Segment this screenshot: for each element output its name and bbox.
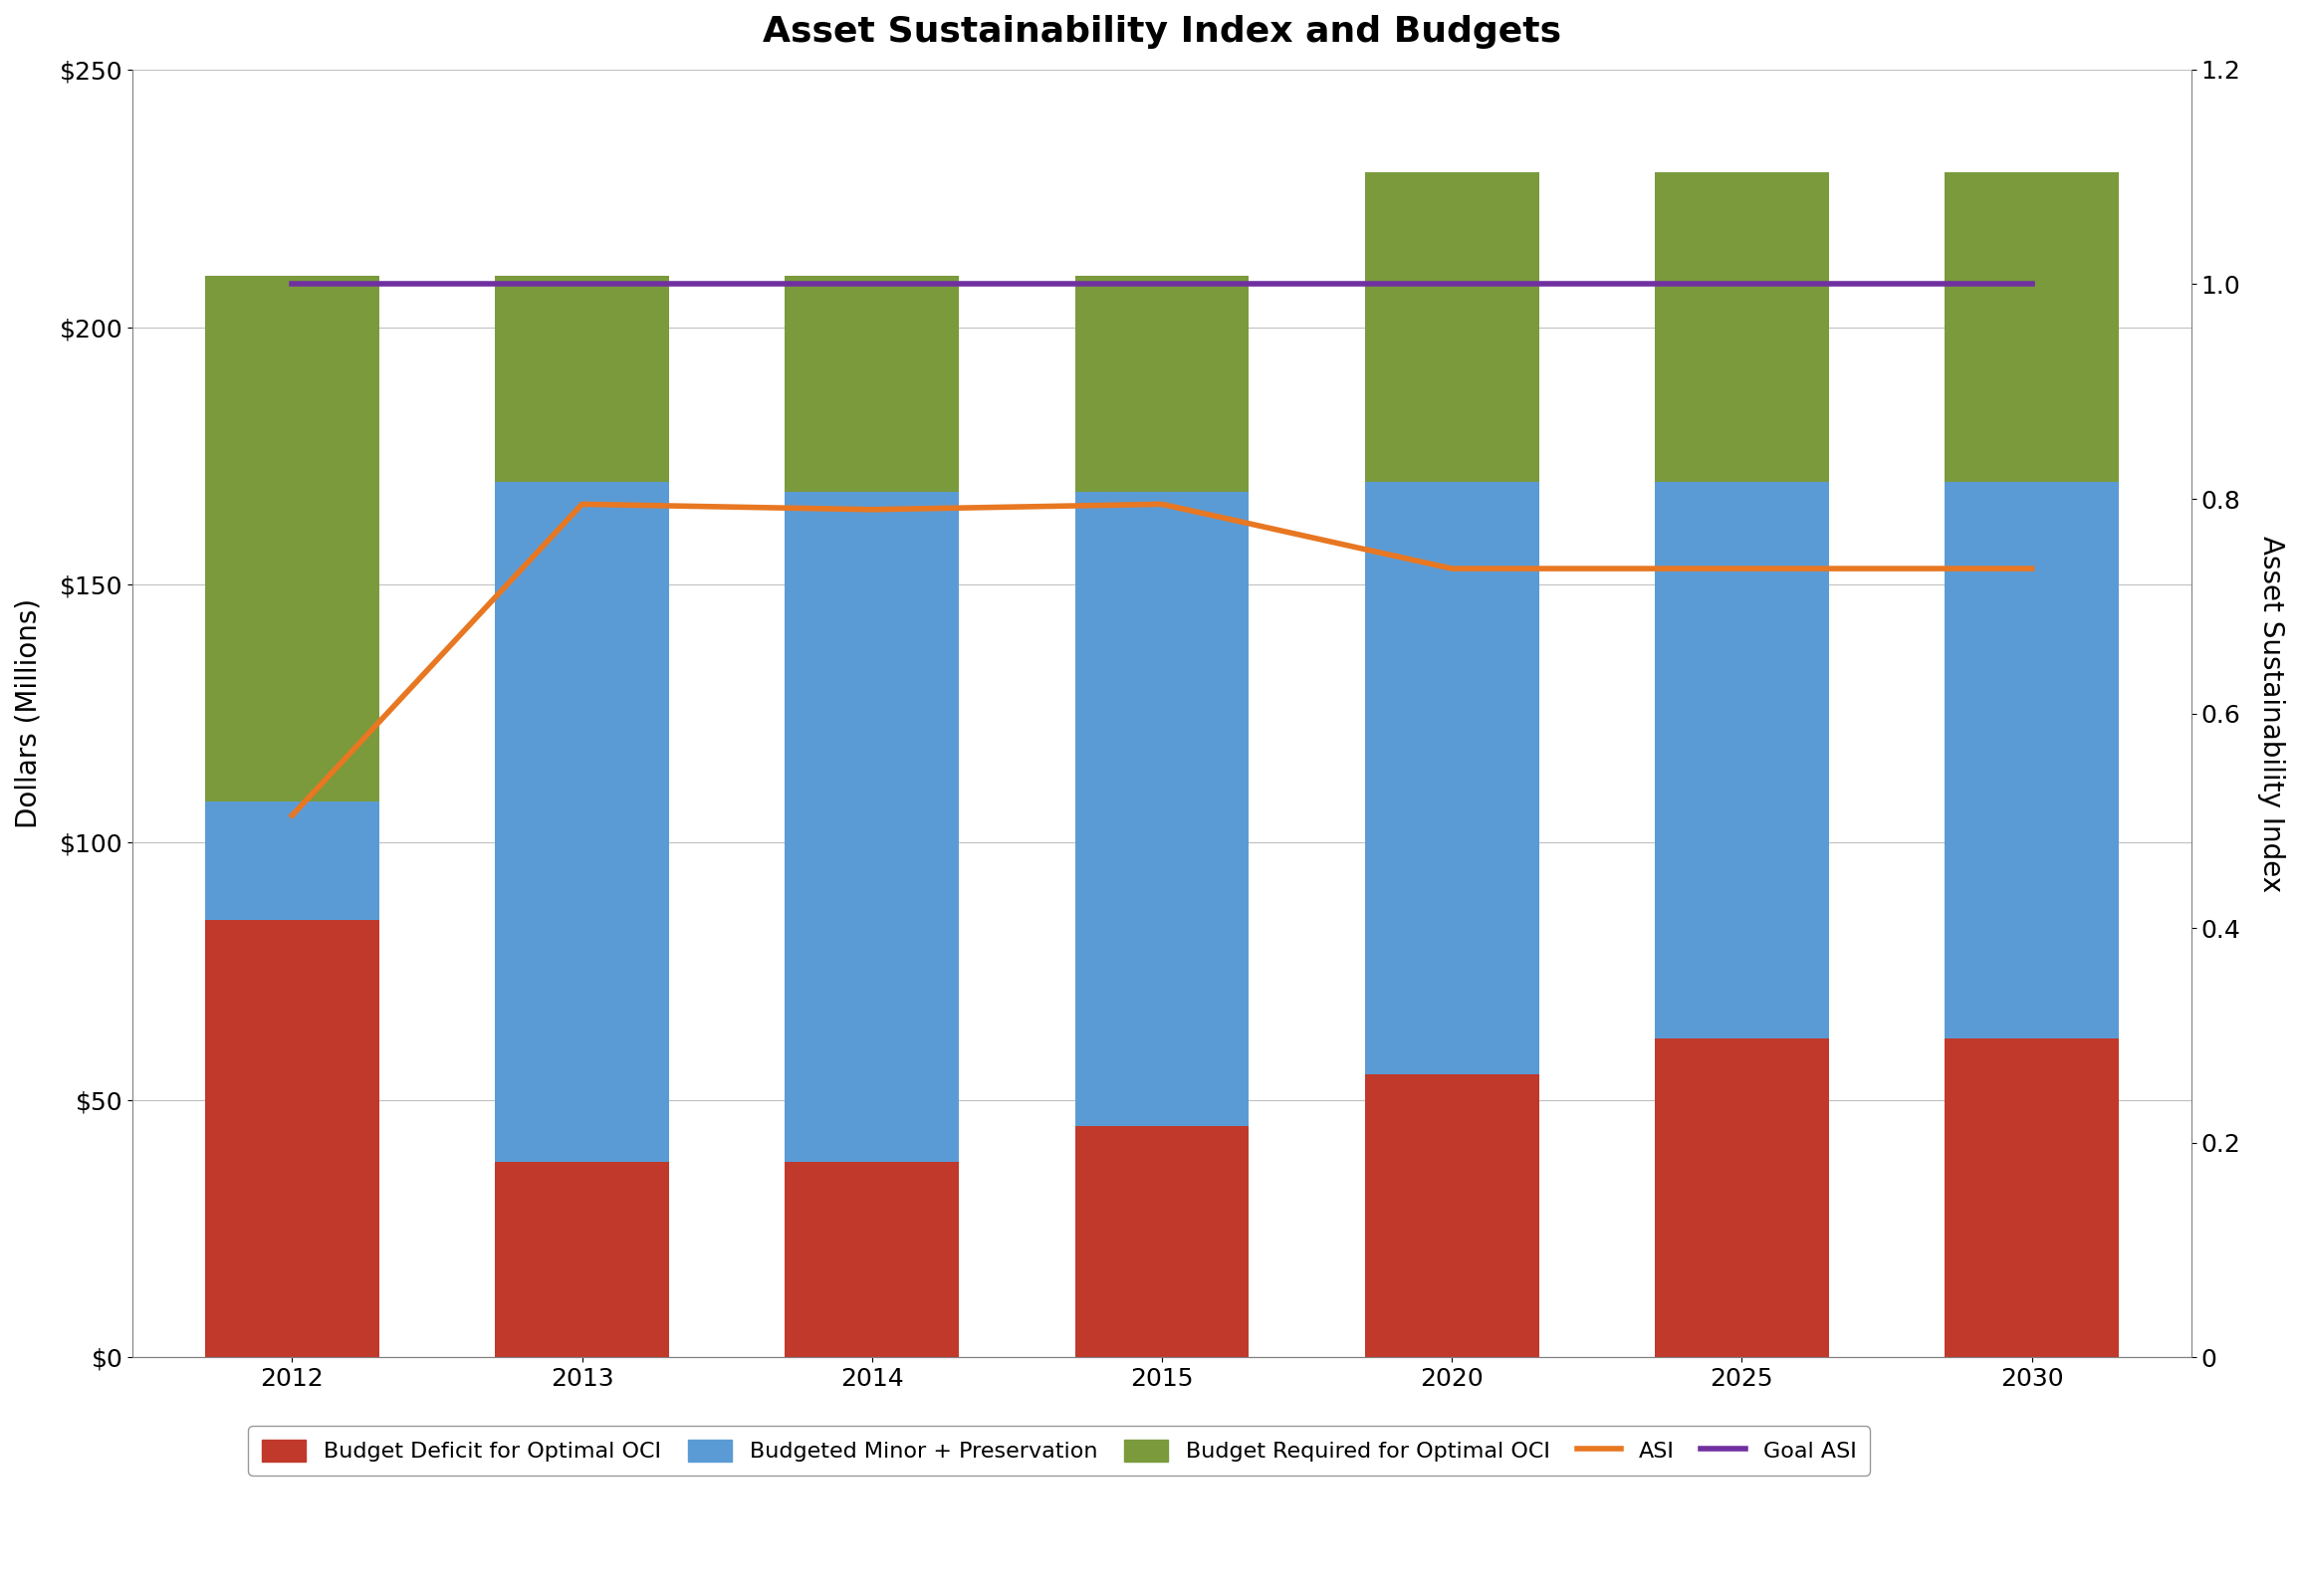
- Y-axis label: Asset Sustainability Index: Asset Sustainability Index: [2256, 535, 2286, 892]
- Bar: [1364, 1074, 1539, 1358]
- Bar: [1654, 172, 1828, 1358]
- Bar: [1074, 1125, 1249, 1358]
- Y-axis label: Dollars (Millions): Dollars (Millions): [14, 598, 44, 828]
- Bar: [494, 482, 669, 1358]
- Bar: [1364, 482, 1539, 1358]
- Bar: [205, 919, 380, 1358]
- Bar: [205, 276, 380, 1358]
- Bar: [1364, 172, 1539, 1358]
- Bar: [494, 1162, 669, 1358]
- Bar: [1946, 482, 2118, 1358]
- Bar: [205, 801, 380, 1358]
- Bar: [1946, 1037, 2118, 1358]
- Bar: [494, 276, 669, 1358]
- Title: Asset Sustainability Index and Budgets: Asset Sustainability Index and Budgets: [764, 14, 1562, 49]
- Legend: Budget Deficit for Optimal OCI, Budgeted Minor + Preservation, Budget Required f: Budget Deficit for Optimal OCI, Budgeted…: [248, 1425, 1870, 1475]
- Bar: [1074, 276, 1249, 1358]
- Bar: [1946, 172, 2118, 1358]
- Bar: [784, 492, 959, 1358]
- Bar: [1654, 482, 1828, 1358]
- Bar: [1074, 492, 1249, 1358]
- Bar: [1654, 1037, 1828, 1358]
- Bar: [784, 1162, 959, 1358]
- Bar: [784, 276, 959, 1358]
